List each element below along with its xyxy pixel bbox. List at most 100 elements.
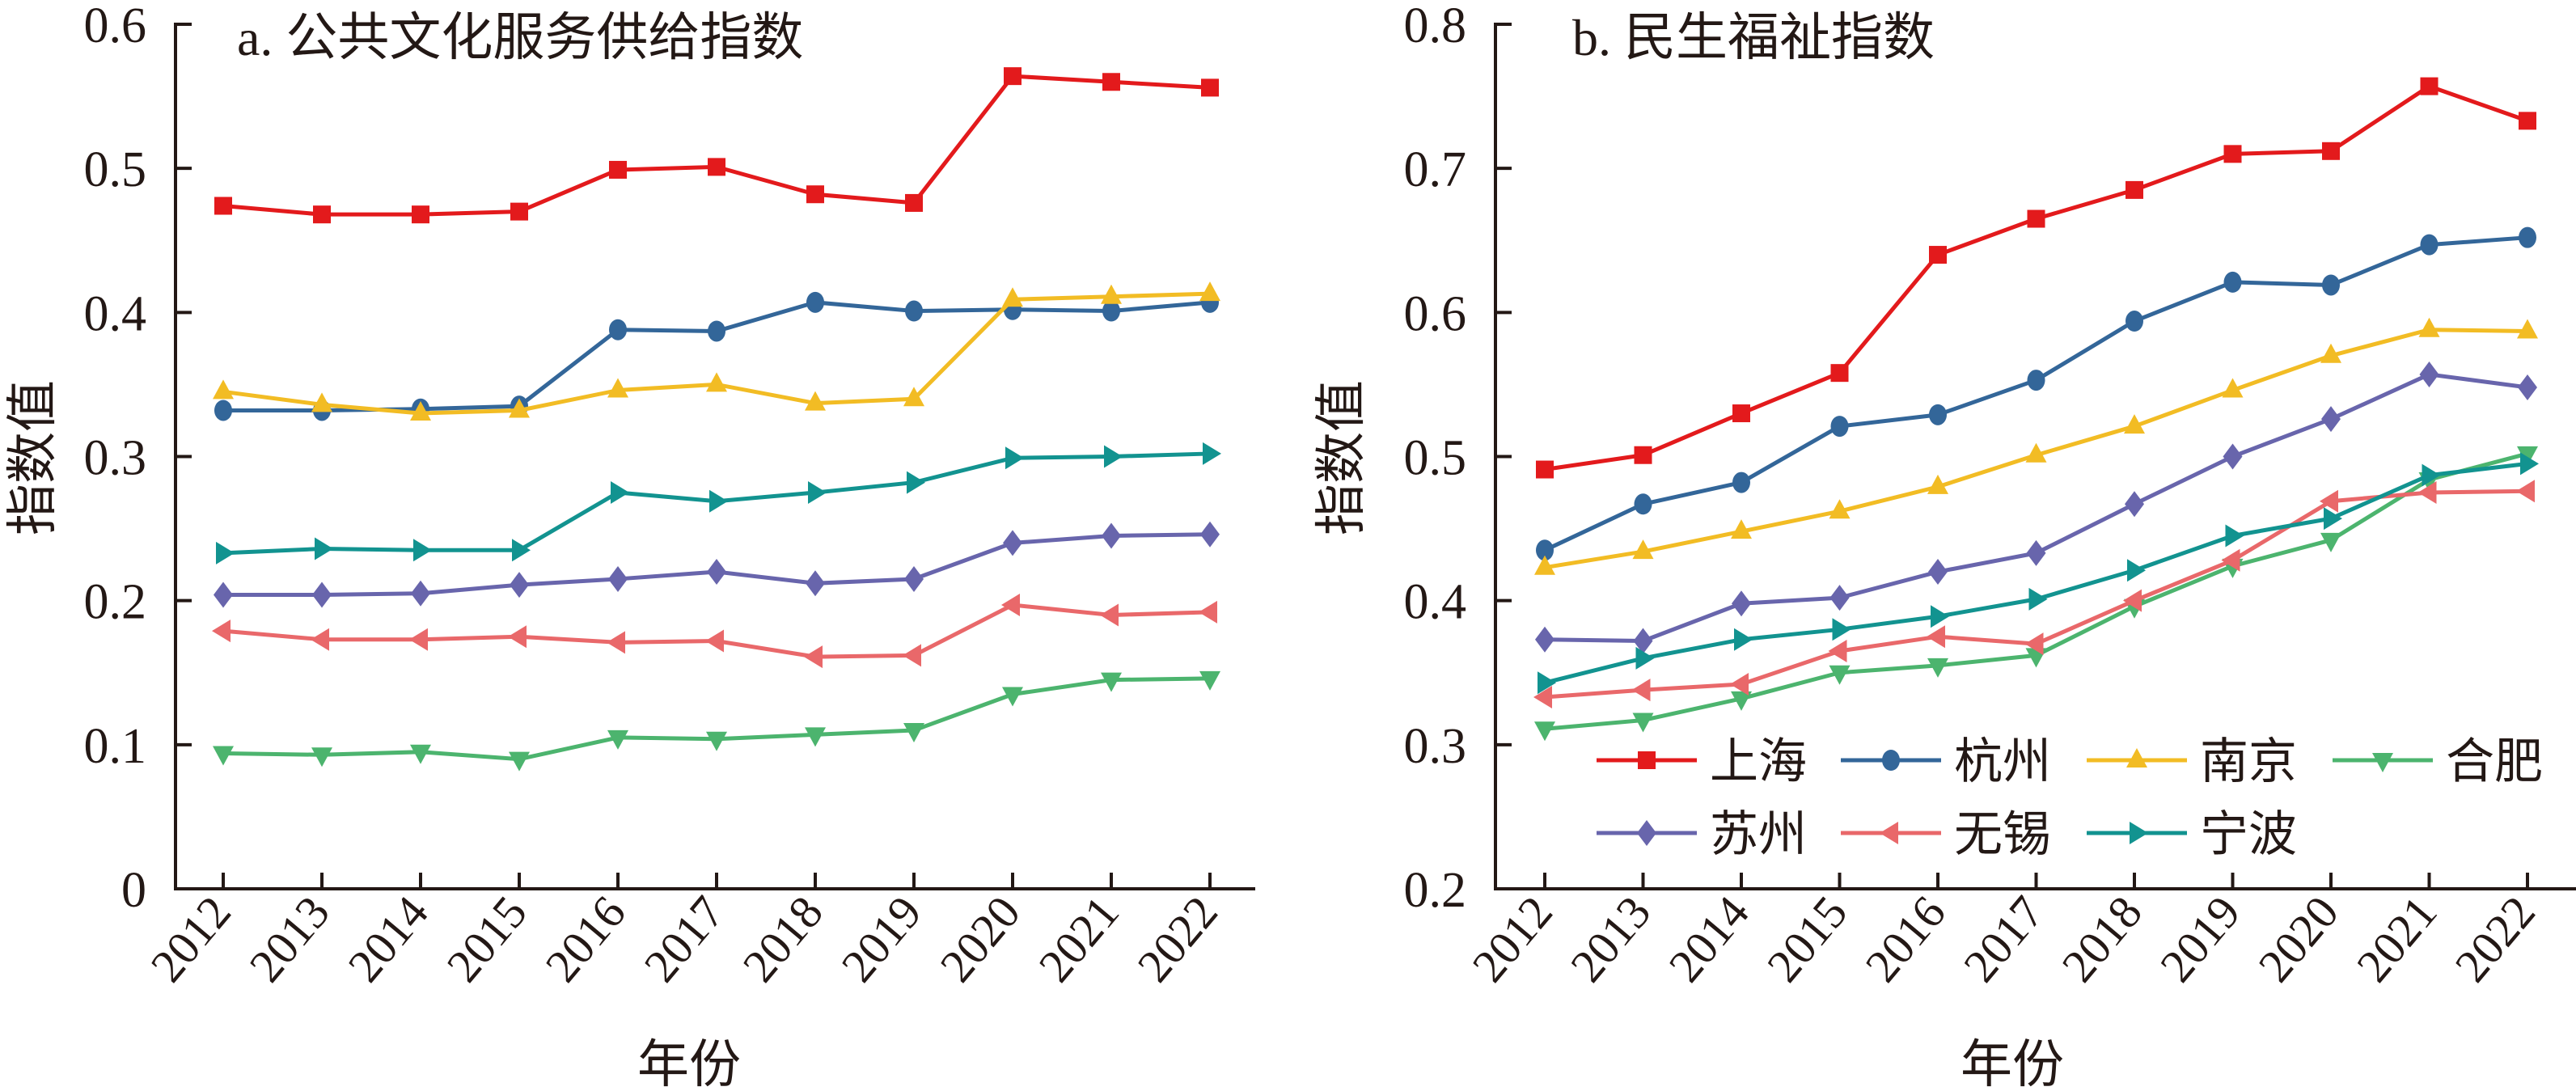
panel-a-y-ticks: 0 0.1 0.2 0.3 0.4 0.5 0.6 — [84, 0, 192, 918]
panel-b-data-point — [1634, 446, 1652, 464]
panel-b-data-point — [2519, 112, 2536, 130]
panel-a-data-point — [806, 185, 824, 204]
legend-marker-icon — [2372, 753, 2393, 772]
panel-a-data-point — [1200, 521, 1220, 548]
panel-a-data-point — [1201, 78, 1219, 97]
panel-a-data-point — [1102, 300, 1120, 322]
panel-a-data-point — [1001, 594, 1020, 617]
panel-a-x-axis-title: 年份 — [637, 1036, 741, 1091]
panel-b-series-circle — [1536, 226, 2536, 561]
panel-a-data-point — [1199, 281, 1220, 302]
panel-b-x-tick-label: 2014 — [1659, 886, 1759, 992]
panel-a-series-triangle-down — [213, 670, 1220, 772]
panel-a-data-point — [313, 205, 331, 224]
panel-a-data-point — [413, 539, 432, 562]
panel-a-x-ticks: 2012201320142015201620172018201920202021… — [141, 873, 1228, 992]
panel-a-data-point — [806, 291, 824, 313]
panel-a-x-tick-label: 2015 — [437, 886, 537, 992]
panel-b-x-tick-label: 2013 — [1560, 886, 1660, 992]
panel-b-data-point — [2519, 226, 2536, 248]
panel-b-data-point — [1732, 471, 1750, 493]
panel-b-x-tick-label: 2022 — [2445, 886, 2545, 992]
panel-b-x-tick-label: 2018 — [2052, 886, 2152, 992]
panel-b-data-point — [1730, 673, 1749, 696]
panel-b-x-ticks: 2012201320142015201620172018201920202021… — [1462, 873, 2545, 992]
panel-b-data-point — [2223, 271, 2242, 293]
panel-a-series — [212, 67, 1221, 772]
panel-b-data-point — [2223, 145, 2242, 163]
panel-b-data-point — [2127, 559, 2146, 582]
panel-a-series-triangle-up — [213, 281, 1220, 421]
panel-a-data-point — [709, 489, 728, 513]
panel-b-x-tick-label: 2020 — [2248, 886, 2349, 992]
panel-a-data-point — [509, 398, 530, 418]
panel-a-data-point — [708, 158, 725, 176]
panel-a-series-circle — [214, 291, 1219, 421]
panel-b-data-point — [1829, 585, 1850, 611]
panel-b-x-tick-label: 2021 — [2346, 886, 2447, 992]
legend-item: 上海 — [1597, 735, 1807, 789]
legend-marker-icon — [1880, 822, 1898, 844]
panel-a-data-point — [903, 723, 924, 743]
panel-a-data-point — [510, 202, 528, 221]
panel-b-series — [1533, 77, 2539, 742]
panel-a-series-square — [214, 67, 1219, 224]
panel-b-data-point — [2517, 319, 2538, 339]
panel-a-data-point — [312, 581, 332, 608]
panel-a-y-axis-title: 指数值 — [4, 380, 61, 535]
panel-a-data-point — [611, 481, 629, 505]
panel-b-y-tick-label: 0.7 — [1404, 142, 1467, 197]
panel-a-series-line — [222, 74, 1211, 217]
panel-b-data-point — [2126, 180, 2143, 199]
panel-b-data-point — [1927, 474, 1948, 494]
panel-b-y-tick-label: 0.6 — [1404, 286, 1467, 341]
panel-b-data-point — [2222, 378, 2244, 398]
panel-a-x-tick-label: 2021 — [1029, 886, 1129, 992]
panel-a-data-point — [1002, 687, 1023, 707]
legend-label: 南京 — [2200, 735, 2297, 789]
panel-b-data-point — [2422, 463, 2441, 487]
panel-b-y-tick-label: 0.8 — [1404, 0, 1467, 53]
panel-a-x-tick-label: 2017 — [634, 886, 734, 992]
panel-a-data-point — [311, 392, 332, 412]
panel-a-data-point — [607, 631, 625, 654]
panel-a-data-point — [216, 541, 235, 565]
panel-b-data-point — [2517, 446, 2538, 466]
panel-b-x-tick-label: 2017 — [1953, 886, 2054, 992]
panel-b-x-tick-label: 2012 — [1462, 886, 1563, 992]
legend-item: 合肥 — [2333, 735, 2543, 789]
panel-a-data-point — [409, 628, 428, 651]
panel-b-data-point — [2420, 77, 2439, 95]
panel-a-x-tick-label: 2022 — [1127, 886, 1228, 992]
panel-b-x-tick-label: 2016 — [1855, 886, 1956, 992]
panel-a-data-point — [903, 387, 924, 407]
panel-a-data-point — [311, 747, 332, 768]
panel-b-series-triangle-right — [1538, 452, 2539, 695]
panel-a-data-point — [607, 378, 628, 398]
panel-a-data-point — [213, 379, 234, 400]
legend-marker-icon — [2130, 822, 2148, 844]
panel-b-data-point — [2024, 632, 2044, 656]
panel-b-data-point — [1929, 404, 1947, 425]
panel-a-data-point — [508, 625, 527, 649]
panel-a-data-point — [311, 628, 329, 651]
panel-b-data-point — [1829, 499, 1851, 519]
panel-a-data-point — [1203, 442, 1221, 465]
panel-b-data-point — [2225, 524, 2244, 548]
panel-b-data-point — [1732, 590, 1751, 617]
panel-b-data-point — [2126, 311, 2143, 332]
panel-b-data-point — [2322, 142, 2340, 160]
panel-a-y-tick-label: 0.1 — [84, 719, 147, 774]
panel-a-public-culture-index: a. 公共文化服务供给指数 指数值 年份 0 0.1 0.2 0.3 0.4 0.5 0.6… — [4, 0, 1255, 1091]
panel-a-data-point — [707, 559, 726, 586]
panel-b-y-tick-label: 0.3 — [1404, 719, 1467, 774]
panel-b-data-point — [1830, 364, 1849, 383]
panel-a-data-point — [907, 471, 925, 494]
panel-b-series-line — [1544, 84, 2528, 472]
panel-a-title: a. 公共文化服务供给指数 — [237, 9, 803, 66]
panel-b-data-point — [1533, 686, 1552, 709]
panel-a-data-point — [1004, 67, 1022, 86]
panel-a-data-point — [903, 644, 921, 667]
panel-b-data-point — [2417, 481, 2437, 505]
